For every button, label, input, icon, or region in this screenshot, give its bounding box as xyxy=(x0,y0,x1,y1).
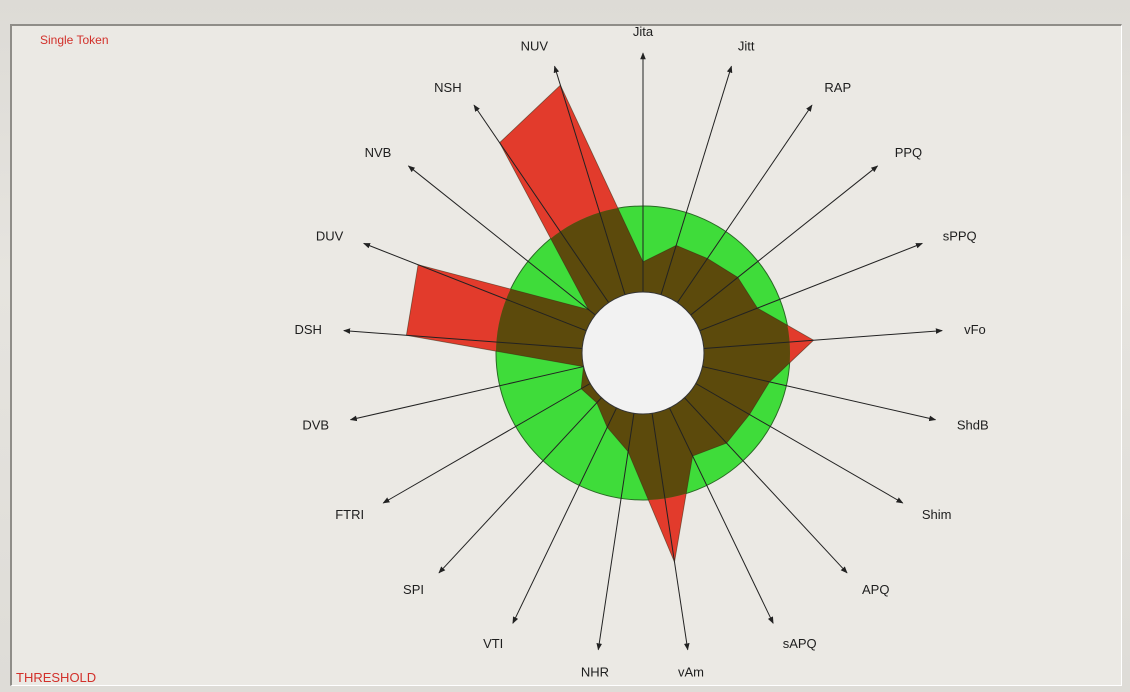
axis-line-apq xyxy=(684,397,848,574)
axis-label-ppq: PPQ xyxy=(895,145,922,160)
axis-label-vti: VTI xyxy=(483,636,503,651)
center-hole xyxy=(581,291,705,415)
axis-line-nuv xyxy=(553,65,626,295)
axis-line-shdb xyxy=(702,366,937,422)
axis-label-sapq: sAPQ xyxy=(783,636,817,651)
axis-line-ftri xyxy=(382,383,591,504)
value-outline xyxy=(405,84,815,564)
axis-label-spi: SPI xyxy=(403,582,424,597)
threshold-label: THRESHOLD xyxy=(16,670,97,685)
axis-label-dvb: DVB xyxy=(302,418,329,433)
axis-line-jitt xyxy=(660,65,733,295)
axis-label-rap: RAP xyxy=(824,80,851,95)
axis-label-nvb: NVB xyxy=(365,145,392,160)
axis-line-vfo xyxy=(703,328,943,349)
axis-line-nsh xyxy=(473,104,610,303)
axis-label-nhr: NHR xyxy=(581,664,609,679)
axis-label-jitt: Jitt xyxy=(738,38,755,53)
axis-line-vti xyxy=(512,407,617,624)
axis-label-sppq: sPPQ xyxy=(943,228,977,243)
axis-line-ppq xyxy=(690,165,879,316)
axis-label-duv: DUV xyxy=(316,228,344,243)
axis-line-vam xyxy=(651,413,690,651)
axis-line-dsh xyxy=(343,328,583,349)
axis-label-nsh: NSH xyxy=(434,80,461,95)
chart-title: Single Token xyxy=(40,33,109,47)
axis-line-spi xyxy=(438,397,602,574)
axis-line-duv xyxy=(363,242,587,332)
axis-label-shim: Shim xyxy=(922,507,952,522)
axis-line-sppq xyxy=(699,242,923,332)
axis-line-shim xyxy=(695,383,904,504)
axis-label-dsh: DSH xyxy=(294,322,321,337)
axis-label-vam: vAm xyxy=(678,664,704,679)
axis-label-shdb: ShdB xyxy=(957,418,989,433)
axis-line-nhr xyxy=(596,413,635,651)
axis-label-nuv: NUV xyxy=(521,38,549,53)
axis-label-vfo: vFo xyxy=(964,322,986,337)
axis-label-apq: APQ xyxy=(862,582,889,597)
axis-line-sapq xyxy=(669,407,774,624)
axis-label-ftri: FTRI xyxy=(335,507,364,522)
axis-label-jita: Jita xyxy=(633,24,654,39)
axis-line-nvb xyxy=(407,165,596,316)
axis-line-dvb xyxy=(349,366,584,422)
axis-line-rap xyxy=(676,104,813,303)
